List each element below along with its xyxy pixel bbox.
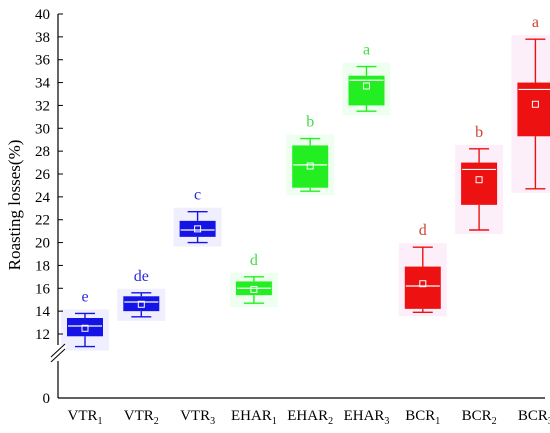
- y-axis-label: Roasting losses(%): [5, 140, 24, 271]
- axis-break-marker: [50, 343, 66, 363]
- category-subscript: 1: [98, 416, 103, 427]
- mean-marker: [475, 176, 483, 184]
- iqr-box: [292, 145, 329, 188]
- y-tick-label: 36: [35, 53, 51, 69]
- y-tick-label: 30: [35, 121, 50, 137]
- x-category-label: VTR2: [124, 408, 159, 427]
- x-category-label: EHAR2: [287, 408, 333, 427]
- x-category-label: VTR3: [180, 408, 215, 427]
- y-tick-label: 26: [35, 167, 51, 183]
- significance-letter: e: [81, 288, 88, 305]
- significance-letters: e de c d b a d b a: [81, 14, 539, 305]
- significance-letter: b: [306, 114, 314, 131]
- y-tick-label: 34: [35, 76, 51, 92]
- y-tick-label: 28: [35, 144, 50, 160]
- mean-marker: [419, 280, 427, 288]
- category-subscript: 3: [210, 416, 215, 427]
- y-tick-label: 20: [35, 236, 50, 252]
- category-subscript: 3: [548, 416, 550, 427]
- box-ehar-3: [348, 65, 385, 112]
- category-base: VTR: [180, 408, 210, 424]
- box-bcr-2: [461, 148, 498, 231]
- mean-marker: [531, 100, 539, 108]
- box-vtr-1: [67, 312, 103, 348]
- x-category-label: EHAR3: [344, 408, 390, 427]
- category-subscript: 2: [492, 416, 497, 427]
- y-tick-label: 18: [35, 258, 50, 274]
- category-subscript: 1: [272, 416, 277, 427]
- category-subscript: 3: [384, 416, 389, 427]
- category-base: EHAR: [344, 408, 385, 424]
- iqr-box: [123, 296, 160, 312]
- boxes: [67, 38, 550, 348]
- y-tick-label: 0: [43, 391, 51, 407]
- iqr-box: [67, 318, 103, 337]
- mean-marker: [250, 285, 258, 293]
- mean-marker: [137, 300, 145, 308]
- y-ticks: 0 12 14 16 18 20 22 24 26 28 30 32 34 36 38 40: [35, 7, 63, 407]
- x-category-label: VTR1: [68, 408, 103, 427]
- category-base: EHAR: [287, 408, 328, 424]
- category-subscript: 2: [154, 416, 159, 427]
- category-base: VTR: [68, 408, 98, 424]
- x-category-label: BCR2: [462, 408, 497, 427]
- category-base: BCR: [405, 408, 435, 424]
- box-vtr-2: [123, 292, 160, 318]
- significance-letter: d: [250, 252, 258, 269]
- mean-marker: [81, 324, 89, 332]
- y-tick-label: 12: [35, 327, 50, 343]
- category-base: BCR: [518, 408, 548, 424]
- iqr-box: [517, 82, 550, 137]
- significance-letter: b: [475, 124, 483, 141]
- iqr-box: [179, 220, 216, 237]
- category-base: VTR: [124, 408, 154, 424]
- y-tick-label: 24: [35, 190, 51, 206]
- category-subscript: 1: [435, 416, 440, 427]
- x-category-labels: VTR1VTR2VTR3EHAR1EHAR2EHAR3BCR1BCR2BCR3: [68, 408, 550, 427]
- category-base: EHAR: [231, 408, 272, 424]
- significance-letter: c: [194, 187, 201, 204]
- box-bcr-1: [404, 246, 441, 313]
- box-vtr-3: [179, 211, 216, 244]
- mean-marker: [363, 82, 370, 90]
- box-bcr-3: [517, 38, 550, 190]
- significance-letter: a: [532, 14, 539, 31]
- category-base: BCR: [462, 408, 492, 424]
- significance-letter: d: [419, 222, 427, 239]
- y-tick-label: 40: [35, 7, 50, 23]
- mean-marker: [306, 162, 314, 170]
- mean-marker: [194, 225, 202, 233]
- box-ehar-2: [292, 137, 329, 192]
- y-tick-label: 16: [35, 281, 51, 297]
- category-subscript: 2: [328, 416, 333, 427]
- x-category-label: BCR1: [405, 408, 440, 427]
- y-tick-label: 22: [35, 213, 50, 229]
- iqr-box: [404, 266, 441, 309]
- significance-letter: a: [363, 42, 370, 59]
- x-category-label: BCR3: [518, 408, 550, 427]
- y-tick-label: 14: [35, 304, 51, 320]
- significance-letter: de: [134, 268, 149, 285]
- y-tick-label: 32: [35, 98, 50, 114]
- box-ehar-1: [235, 276, 272, 304]
- y-tick-label: 38: [35, 30, 50, 46]
- x-category-label: EHAR1: [231, 408, 277, 427]
